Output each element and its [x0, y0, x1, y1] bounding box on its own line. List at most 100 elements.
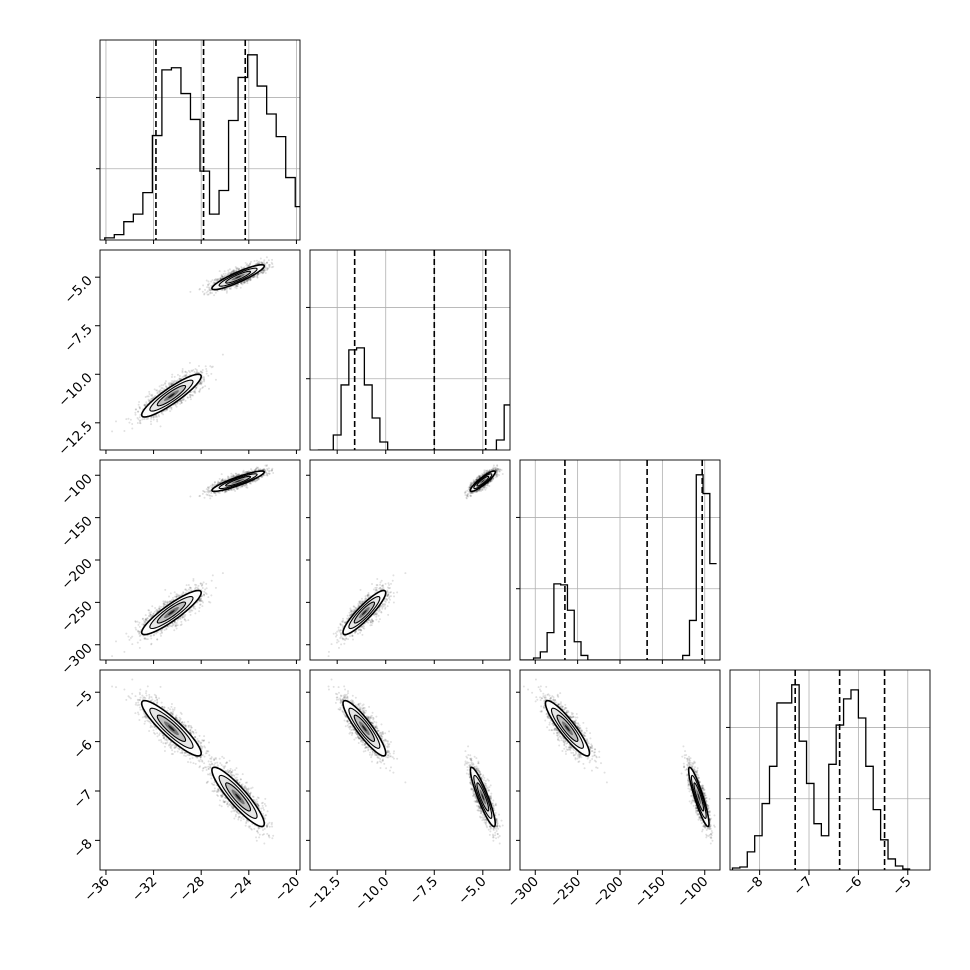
sample-point — [195, 371, 198, 374]
sample-point — [263, 262, 266, 265]
sample-point — [211, 574, 214, 577]
sample-point — [264, 268, 267, 271]
sample-point — [215, 278, 218, 281]
sample-point — [165, 628, 168, 631]
sample-point — [198, 603, 201, 606]
sample-point — [205, 582, 208, 585]
sample-point — [270, 261, 273, 264]
sample-point — [248, 263, 251, 266]
sample-point — [261, 261, 264, 264]
sample-point — [198, 599, 201, 602]
sample-point — [201, 605, 204, 608]
sample-point — [138, 631, 141, 634]
sample-point — [262, 268, 265, 271]
sample-point — [234, 284, 237, 287]
sample-point — [173, 379, 176, 382]
sample-point — [164, 381, 167, 384]
sample-point — [243, 281, 246, 284]
sample-point — [251, 276, 254, 279]
sample-point — [262, 468, 265, 471]
sample-point — [181, 370, 184, 373]
sample-point — [184, 588, 187, 591]
sample-point — [199, 382, 202, 385]
sample-point — [206, 290, 209, 293]
sample-point — [158, 391, 161, 394]
sample-point — [210, 280, 213, 283]
sample-point — [196, 586, 199, 589]
sample-point — [163, 628, 166, 631]
sample-point — [192, 579, 195, 582]
sample-point — [165, 386, 168, 389]
sample-point — [200, 382, 203, 385]
sample-point — [248, 279, 251, 282]
sample-point — [236, 283, 239, 286]
sample-point — [150, 611, 153, 614]
sample-point — [181, 616, 184, 619]
sample-point — [221, 275, 224, 278]
sample-point — [164, 380, 167, 383]
sample-point — [258, 260, 261, 263]
density-peak — [168, 393, 175, 398]
sample-point — [262, 261, 265, 264]
sample-point — [146, 395, 149, 398]
sample-point — [136, 629, 139, 632]
sample-point — [251, 276, 254, 279]
sample-point — [189, 589, 192, 592]
sample-point — [157, 414, 160, 417]
sample-point — [220, 289, 223, 292]
sample-point — [197, 383, 200, 386]
sample-point — [138, 630, 141, 633]
sample-point — [179, 399, 182, 402]
sample-point — [218, 278, 221, 281]
sample-point — [209, 292, 212, 295]
sample-point — [207, 283, 210, 286]
sample-point — [198, 288, 201, 291]
sample-point — [207, 284, 210, 287]
sample-point — [182, 375, 185, 378]
sample-point — [199, 582, 202, 585]
sample-point — [207, 596, 210, 599]
sample-point — [210, 284, 213, 287]
sample-point — [260, 261, 263, 264]
sample-point — [184, 375, 187, 378]
sample-point — [138, 420, 141, 423]
sample-point — [175, 595, 178, 598]
sample-point — [236, 267, 239, 270]
sample-point — [202, 601, 205, 604]
sample-point — [198, 390, 201, 393]
sample-point — [207, 387, 210, 390]
sample-point — [175, 622, 178, 625]
sample-point — [199, 597, 202, 600]
sample-point — [235, 284, 238, 287]
sample-point — [150, 643, 153, 646]
sample-point — [258, 261, 261, 264]
sample-point — [246, 279, 249, 282]
sample-point — [146, 638, 149, 641]
sample-point — [187, 369, 190, 372]
panel-frame — [99, 39, 301, 241]
sample-point — [148, 615, 151, 618]
sample-point — [214, 278, 217, 281]
sample-point — [181, 593, 184, 596]
sample-point — [111, 430, 114, 433]
histogram-step — [104, 54, 300, 240]
sample-point — [138, 646, 141, 649]
sample-point — [228, 271, 231, 274]
sample-point — [192, 394, 195, 397]
sample-point — [226, 273, 229, 276]
sample-point — [190, 369, 193, 372]
sample-point — [222, 272, 225, 275]
sample-point — [263, 474, 266, 477]
sample-point — [210, 594, 213, 597]
sample-point — [175, 595, 178, 598]
sample-point — [180, 401, 183, 404]
sample-point — [170, 376, 173, 379]
sample-point — [207, 280, 210, 283]
sample-point — [206, 286, 209, 289]
sample-point — [203, 594, 206, 597]
sample-point — [198, 390, 201, 393]
sample-point — [145, 403, 148, 406]
sample-point — [164, 588, 167, 591]
sample-point — [216, 278, 219, 281]
sample-point — [195, 387, 198, 390]
